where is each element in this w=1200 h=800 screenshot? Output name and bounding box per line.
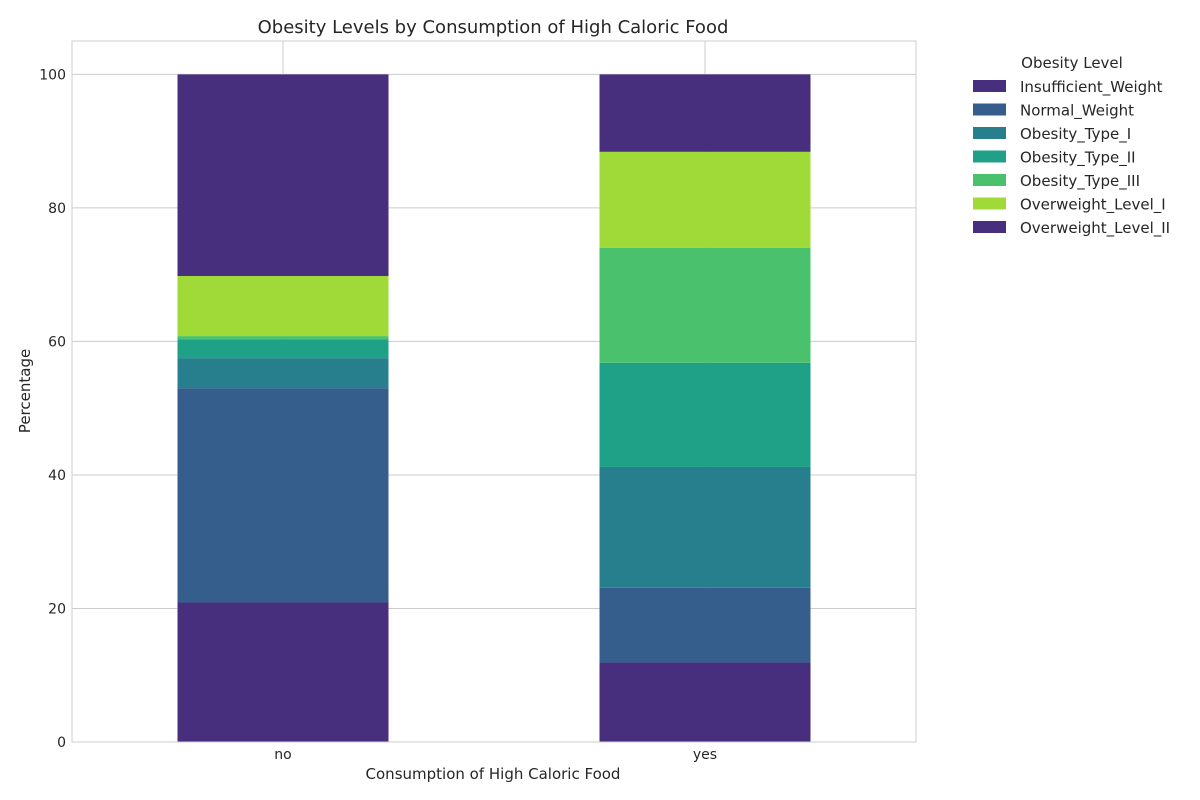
y-tick-label: 40 xyxy=(48,468,66,484)
bars xyxy=(177,74,811,742)
bar-segment xyxy=(599,466,811,588)
bar-segment xyxy=(599,587,811,663)
legend-entry-label: Overweight_Level_II xyxy=(1020,219,1170,238)
bar-segment xyxy=(177,602,389,742)
bar-segment xyxy=(177,339,389,359)
y-tick-label: 0 xyxy=(57,735,66,751)
legend-swatch xyxy=(973,103,1006,116)
legend-swatch xyxy=(973,197,1006,210)
legend-swatch xyxy=(973,127,1006,139)
legend: Obesity Level Insufficient_Weight Normal_… xyxy=(973,54,1170,238)
bar-segment xyxy=(177,336,389,340)
x-axis-label: Consumption of High Caloric Food xyxy=(366,765,621,783)
y-tick-label: 80 xyxy=(48,201,66,217)
tick-labels: 0 20 40 60 80 100 no yes xyxy=(39,67,717,763)
y-tick-label: 60 xyxy=(48,334,66,350)
legend-entry-label: Obesity_Type_II xyxy=(1020,149,1136,168)
x-tick-label: no xyxy=(274,747,291,763)
plot-frame xyxy=(71,40,917,743)
y-tick-label: 20 xyxy=(48,601,66,617)
legend-entry-label: Obesity_Type_I xyxy=(1020,125,1131,144)
bar-segment xyxy=(599,662,811,742)
bar-segment xyxy=(177,276,389,337)
legend-swatch xyxy=(973,174,1006,186)
legend-title: Obesity Level xyxy=(1021,54,1123,72)
x-tick-label: yes xyxy=(693,747,717,763)
bar-segment xyxy=(599,74,811,152)
chart-title: Obesity Levels by Consumption of High Ca… xyxy=(258,17,729,38)
bar-segment xyxy=(177,74,389,277)
legend-entry-label: Normal_Weight xyxy=(1020,102,1134,121)
legend-items: Insufficient_Weight Normal_Weight Obesity_… xyxy=(973,78,1170,238)
y-axis-label: Percentage xyxy=(16,349,34,433)
legend-swatch xyxy=(973,80,1006,92)
bar-segment xyxy=(177,388,389,603)
y-tick-label: 100 xyxy=(39,67,66,83)
legend-entry-label: Overweight_Level_I xyxy=(1020,196,1166,215)
bar-segment xyxy=(599,247,811,363)
legend-entry-label: Insufficient_Weight xyxy=(1020,78,1163,97)
bar-segment xyxy=(599,151,811,248)
bar-segment xyxy=(599,362,811,467)
legend-entry-label: Obesity_Type_III xyxy=(1020,172,1140,191)
legend-swatch xyxy=(973,221,1006,233)
bar-segment xyxy=(177,358,389,389)
legend-swatch xyxy=(973,150,1006,163)
